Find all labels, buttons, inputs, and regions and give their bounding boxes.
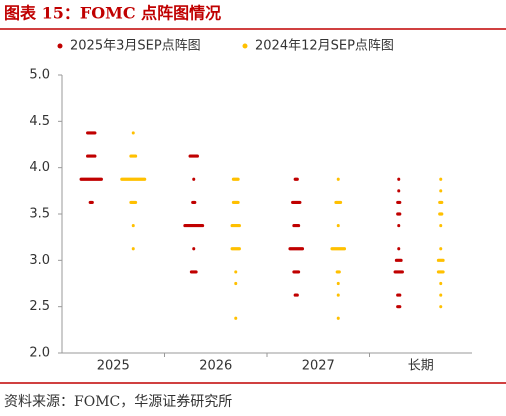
dot-row	[396, 293, 402, 297]
dot-row	[397, 247, 401, 251]
dot-row	[396, 200, 402, 205]
x-tick-label: 2026	[199, 359, 232, 374]
dot-row	[192, 247, 196, 251]
dot-row	[439, 305, 443, 309]
dot-row	[234, 316, 238, 320]
dot-row	[439, 293, 443, 297]
y-tick-label: 3.5	[29, 207, 50, 222]
legend-label: 2025年3月SEP点阵图	[70, 39, 201, 54]
dot-row	[183, 223, 205, 228]
dot-row	[336, 293, 340, 297]
dot-row	[86, 154, 97, 158]
dot-row	[396, 212, 402, 216]
dot-row	[292, 270, 301, 274]
dot-row	[79, 177, 103, 181]
dot-row	[334, 200, 343, 205]
dot-row	[438, 200, 444, 205]
dot-row	[293, 293, 299, 297]
x-tick-label: 2027	[302, 359, 335, 374]
dot-row	[234, 281, 238, 286]
x-tick-label: 2025	[97, 359, 130, 374]
dot-row	[330, 247, 347, 251]
y-tick-label: 4.0	[29, 160, 50, 175]
dot-row	[291, 200, 302, 205]
dot-row	[88, 200, 94, 205]
dot-row	[230, 223, 241, 228]
y-tick-label: 3.0	[29, 253, 50, 268]
dot-row	[439, 247, 443, 251]
chart-title: 图表 15：FOMC 点阵图情况	[4, 4, 221, 23]
dot-row	[189, 270, 198, 274]
dot-row	[292, 223, 301, 228]
dot-row	[393, 270, 404, 274]
dot-row	[288, 247, 305, 251]
dot-row	[335, 270, 341, 274]
dot-row	[191, 200, 197, 205]
dot-row	[336, 223, 340, 228]
dot-row	[231, 200, 240, 205]
y-tick-label: 2.0	[29, 346, 50, 361]
dot-row	[394, 258, 403, 262]
dot-row	[234, 270, 238, 274]
dot-row	[439, 223, 443, 228]
dot-row	[336, 316, 340, 320]
dot-row	[436, 270, 445, 274]
legend-swatch	[242, 43, 248, 49]
dot-row	[131, 247, 135, 251]
dot-row	[436, 258, 445, 262]
dot-row	[438, 212, 444, 216]
dot-row	[439, 177, 443, 181]
dot-row	[439, 281, 443, 286]
dot-row	[396, 305, 402, 309]
dot-row	[397, 189, 401, 193]
dot-row	[293, 177, 299, 181]
legend-swatch	[57, 43, 63, 49]
x-tick-label: 长期	[408, 359, 434, 374]
dot-row	[131, 223, 135, 228]
y-tick-label: 5.0	[29, 68, 50, 83]
dot-row	[231, 177, 240, 181]
y-tick-label: 2.5	[29, 299, 50, 314]
legend-label: 2024年12月SEP点阵图	[255, 39, 394, 54]
dot-row	[230, 247, 241, 251]
source: 资料来源：FOMC，华源证券研究所	[4, 394, 232, 410]
dot-row	[192, 177, 196, 181]
dot-row	[439, 189, 443, 193]
dot-row	[397, 177, 401, 181]
dot-row	[397, 223, 401, 228]
dot-row	[129, 200, 138, 205]
dot-row	[131, 131, 135, 135]
dot-row	[188, 154, 199, 158]
dot-row	[120, 177, 147, 181]
dot-row	[336, 177, 340, 181]
dot-row	[336, 281, 340, 286]
y-tick-label: 4.5	[29, 114, 50, 129]
dot-row	[86, 131, 97, 135]
dot-row	[129, 154, 138, 158]
